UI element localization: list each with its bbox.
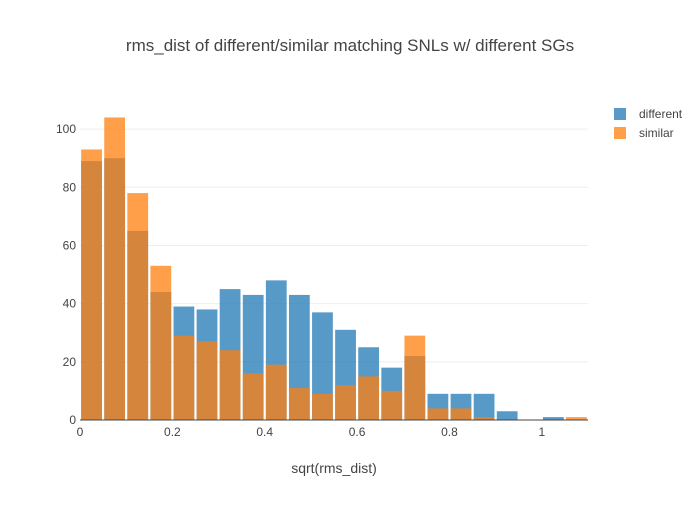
x-axis-label: sqrt(rms_dist)	[291, 460, 377, 476]
bar-different[interactable]	[473, 393, 495, 420]
x-tick-label: 0.4	[256, 425, 273, 439]
y-tick-label: 80	[63, 180, 77, 194]
y-tick-label: 20	[63, 355, 77, 369]
bar-similar[interactable]	[127, 193, 149, 420]
bar-similar[interactable]	[427, 408, 449, 420]
bar-similar[interactable]	[150, 265, 172, 420]
y-tick-label: 0	[69, 413, 76, 427]
x-tick-label: 0.2	[164, 425, 181, 439]
axes: 0 20 40 60 80 100 0 0.2 0.4 0.6 0.8 1	[56, 122, 588, 439]
legend-item-similar[interactable]: similar	[614, 126, 674, 140]
bar-similar[interactable]	[381, 390, 403, 420]
x-tick-label: 0	[77, 425, 84, 439]
bar-similar[interactable]	[312, 393, 333, 420]
legend-label: different	[639, 107, 683, 121]
x-tick-label: 0.8	[441, 425, 458, 439]
x-tick-label: 1	[538, 425, 545, 439]
bar-similar[interactable]	[173, 335, 195, 420]
bar-similar[interactable]	[196, 341, 218, 420]
bar-similar[interactable]	[335, 385, 356, 420]
bar-different[interactable]	[312, 312, 333, 420]
chart-title: rms_dist of different/similar matching S…	[126, 36, 574, 55]
bars	[81, 117, 587, 421]
bar-similar[interactable]	[288, 388, 310, 420]
bar-similar[interactable]	[242, 373, 264, 420]
y-tick-label: 60	[63, 238, 77, 252]
bar-different[interactable]	[496, 411, 518, 420]
y-tick-label: 40	[63, 297, 77, 311]
bar-similar[interactable]	[566, 417, 587, 420]
legend-label: similar	[639, 126, 674, 140]
bar-different[interactable]	[542, 417, 564, 420]
bar-similar[interactable]	[81, 149, 102, 421]
legend-swatch	[614, 127, 626, 139]
legend-item-different[interactable]: different	[614, 107, 683, 121]
bar-similar[interactable]	[219, 350, 241, 420]
bar-similar[interactable]	[450, 408, 472, 420]
y-tick-label: 100	[56, 122, 76, 136]
bar-similar[interactable]	[265, 364, 287, 420]
bar-similar[interactable]	[104, 117, 126, 421]
x-tick-label: 0.6	[349, 425, 366, 439]
legend-swatch	[614, 108, 626, 120]
bar-similar[interactable]	[404, 335, 426, 420]
legend[interactable]: different similar	[614, 107, 683, 140]
bar-similar[interactable]	[358, 376, 380, 420]
bar-similar[interactable]	[473, 417, 495, 420]
